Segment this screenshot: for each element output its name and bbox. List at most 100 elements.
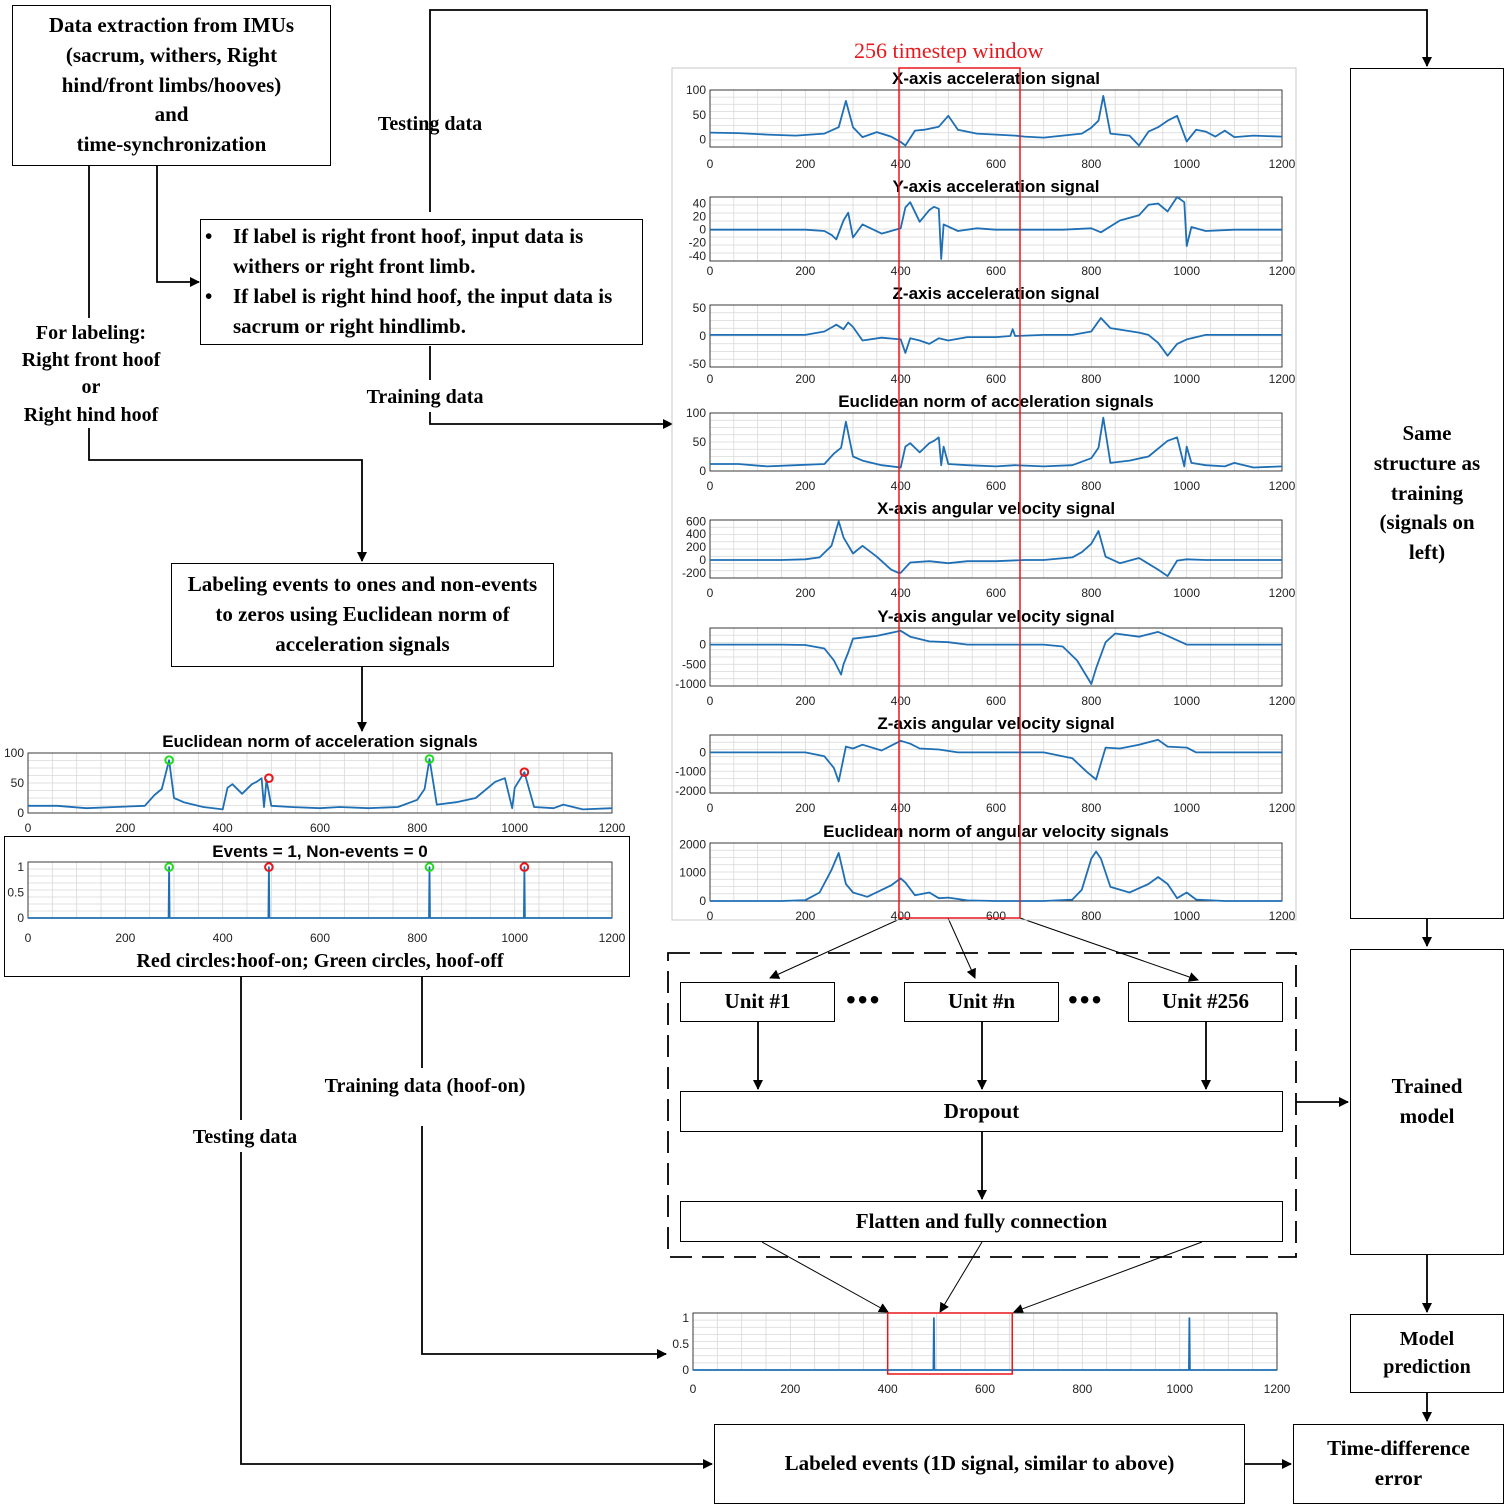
plot-frame	[709, 89, 1283, 148]
arrow-imu-to-rules	[156, 166, 200, 287]
signal-line	[710, 520, 1282, 577]
chart-title: Euclidean norm of acceleration signals	[838, 392, 1154, 411]
signal-line	[710, 629, 1282, 685]
x-tick-label: 200	[795, 372, 815, 386]
x-tick-label: 1000	[1173, 372, 1200, 386]
x-tick-label: 400	[891, 372, 911, 386]
window-highlight	[898, 67, 1021, 919]
x-tick-label: 0	[707, 157, 714, 171]
x-tick-label: 600	[986, 586, 1006, 600]
chart-5: X-axis angular velocity signal6004002000…	[682, 499, 1296, 600]
x-tick-label: 0	[707, 479, 714, 493]
y-tick-label: -50	[689, 357, 707, 371]
chart-6: Y-axis angular velocity signal 0 -500 -1000…	[675, 607, 1295, 708]
model-prediction-box: Model prediction	[1350, 1314, 1504, 1393]
labeled-events-box: Labeled events (1D signal, similar to ab…	[714, 1424, 1245, 1504]
y-tick-label: 0	[699, 553, 706, 567]
x-tick-label: 1200	[1269, 479, 1296, 493]
chart-title: Y-axis angular velocity signal	[877, 607, 1114, 626]
x-tick-label: 1000	[1166, 1382, 1193, 1396]
plot-frame	[27, 752, 613, 814]
x-tick-label: 1000	[1173, 479, 1200, 493]
input-rules-box: If label is right front hoof, input data…	[200, 219, 643, 345]
arrow-flatten-to-out1	[761, 1241, 889, 1313]
y-tick-label: -20	[689, 236, 707, 250]
x-tick-label: 200	[780, 1382, 800, 1396]
plot-frame	[709, 412, 1283, 472]
x-tick-label: 200	[115, 931, 135, 945]
hoof-off-marker	[164, 755, 174, 766]
y-tick-label: 50	[693, 108, 707, 122]
x-tick-label: 600	[310, 931, 330, 945]
x-tick-label: 800	[1081, 909, 1101, 923]
lstm-dashed-frame	[667, 952, 1297, 1258]
x-tick-label: 0	[25, 931, 32, 945]
trained-model-box: Trained model	[1350, 949, 1504, 1255]
x-tick-label: 0	[707, 372, 714, 386]
hoof-on-marker	[519, 862, 530, 872]
y-tick-label: 1	[682, 1311, 689, 1325]
arrow-window-to-unit1	[769, 917, 903, 979]
y-tick-label: 50	[693, 435, 707, 449]
x-tick-label: 1000	[1173, 801, 1200, 815]
arrow-training-hoofon-to-output	[421, 1126, 667, 1359]
y-tick-label: -1000	[675, 765, 706, 779]
y-tick-label: 0	[699, 464, 706, 478]
x-tick-label: 0	[707, 264, 714, 278]
flatten-box: Flatten and fully connection	[680, 1201, 1283, 1242]
hoof-off-marker	[424, 754, 435, 764]
x-tick-label: 200	[795, 909, 815, 923]
y-tick-label: 100	[686, 83, 706, 97]
x-tick-label: 0	[25, 821, 32, 835]
input-rules-list: If label is right front hoof, input data…	[205, 222, 642, 341]
hoof-off-marker	[424, 862, 435, 872]
chart-title: Y-axis acceleration signal	[893, 177, 1100, 196]
y-tick-label: 100	[4, 746, 24, 760]
labeling-events-box: Labeling events to ones and non-events t…	[171, 563, 554, 667]
signal-line	[710, 196, 1282, 260]
y-tick-label: 40	[693, 197, 707, 211]
arrow-flatten-to-out2	[939, 1241, 983, 1313]
output-window-highlight	[886, 1312, 1014, 1375]
chart-title: Z-axis angular velocity signal	[877, 714, 1114, 733]
chart-9: Euclidean norm of acceleration signals 10…	[4, 732, 626, 835]
x-tick-label: 600	[986, 264, 1006, 278]
x-tick-label: 1200	[1269, 586, 1296, 600]
x-tick-label: 0	[690, 1382, 697, 1396]
x-tick-label: 200	[795, 586, 815, 600]
imu-extraction-box: Data extraction from IMUs (sacrum, withe…	[12, 5, 331, 166]
y-tick-label: -40	[689, 249, 707, 263]
x-tick-label: 1000	[1173, 586, 1200, 600]
y-tick-label: 0	[682, 1363, 689, 1377]
arrow-window-to-unit256	[1019, 917, 1199, 982]
signal-line	[710, 416, 1283, 469]
x-tick-label: 1000	[1173, 264, 1200, 278]
ellipsis-2: •••	[1068, 984, 1104, 1015]
x-tick-label: 400	[891, 694, 911, 708]
unit-256-box: Unit #256	[1128, 982, 1283, 1022]
plot-frame	[709, 734, 1283, 794]
x-tick-label: 0	[707, 801, 714, 815]
y-tick-label: 0	[699, 329, 706, 343]
chart-title: Z-axis acceleration signal	[893, 284, 1100, 303]
x-tick-label: 600	[986, 479, 1006, 493]
for-labeling-label: For labeling: Right front hoof or Right …	[21, 322, 161, 426]
x-tick-label: 1000	[501, 821, 528, 835]
x-tick-label: 800	[1081, 586, 1101, 600]
chart-title: Events = 1, Non-events = 0	[212, 842, 427, 861]
time-difference-error-box: Time-difference error	[1293, 1424, 1504, 1504]
signal-line	[710, 738, 1282, 783]
x-tick-label: 200	[795, 157, 815, 171]
x-tick-label: 800	[1081, 694, 1101, 708]
chart-8: Euclidean norm of angular velocity signa…	[679, 822, 1295, 923]
x-tick-label: 800	[1081, 801, 1101, 815]
x-tick-label: 1000	[1173, 694, 1200, 708]
window-label: 256 timestep window	[854, 38, 1044, 63]
chart-10: Events = 1, Non-events = 0 1 0.5 00 200 400 60…	[7, 842, 625, 945]
x-tick-label: 400	[891, 264, 911, 278]
arrow-training-to-signals-2	[429, 412, 673, 429]
x-tick-label: 1200	[1269, 264, 1296, 278]
